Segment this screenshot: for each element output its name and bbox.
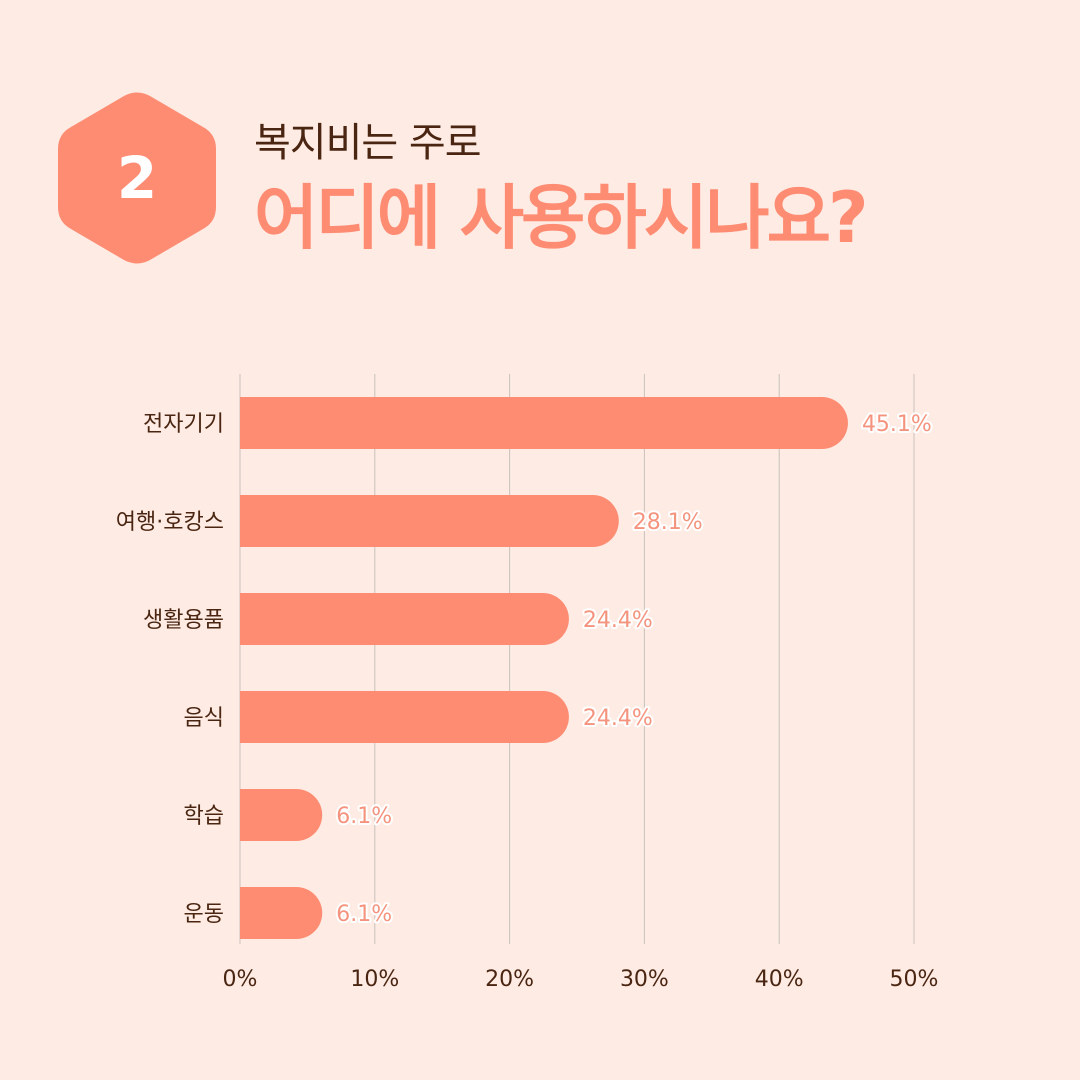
bar — [240, 887, 323, 939]
bar — [240, 789, 323, 841]
category-label: 전자기기 — [143, 412, 224, 437]
value-label: 6.1% — [336, 902, 392, 927]
x-tick-label: 40% — [755, 967, 804, 992]
number-badge: 2 — [58, 90, 216, 266]
value-label: 24.4% — [583, 608, 653, 633]
category-label: 운동 — [184, 902, 224, 927]
category-label: 음식 — [184, 706, 224, 731]
x-tick-label: 50% — [890, 967, 939, 992]
bar — [240, 691, 569, 743]
value-label: 6.1% — [336, 804, 392, 829]
x-tick-label: 20% — [485, 967, 534, 992]
x-tick-label: 0% — [223, 967, 258, 992]
value-label: 28.1% — [633, 510, 703, 535]
x-tick-label: 30% — [620, 967, 669, 992]
value-label: 45.1% — [862, 412, 932, 437]
title-line-1: 복지비는 주로 — [254, 120, 482, 166]
category-label: 여행·호캉스 — [116, 510, 224, 535]
title-line-2: 어디에 사용하시나요? — [254, 177, 869, 259]
category-label: 생활용품 — [143, 608, 224, 633]
bar — [240, 593, 569, 645]
bar — [240, 495, 619, 547]
bar — [240, 397, 848, 449]
badge-number: 2 — [116, 144, 158, 212]
category-label: 학습 — [184, 804, 224, 829]
value-label: 24.4% — [583, 706, 653, 731]
hexagon-shape — [58, 92, 216, 264]
x-tick-label: 10% — [350, 967, 399, 992]
